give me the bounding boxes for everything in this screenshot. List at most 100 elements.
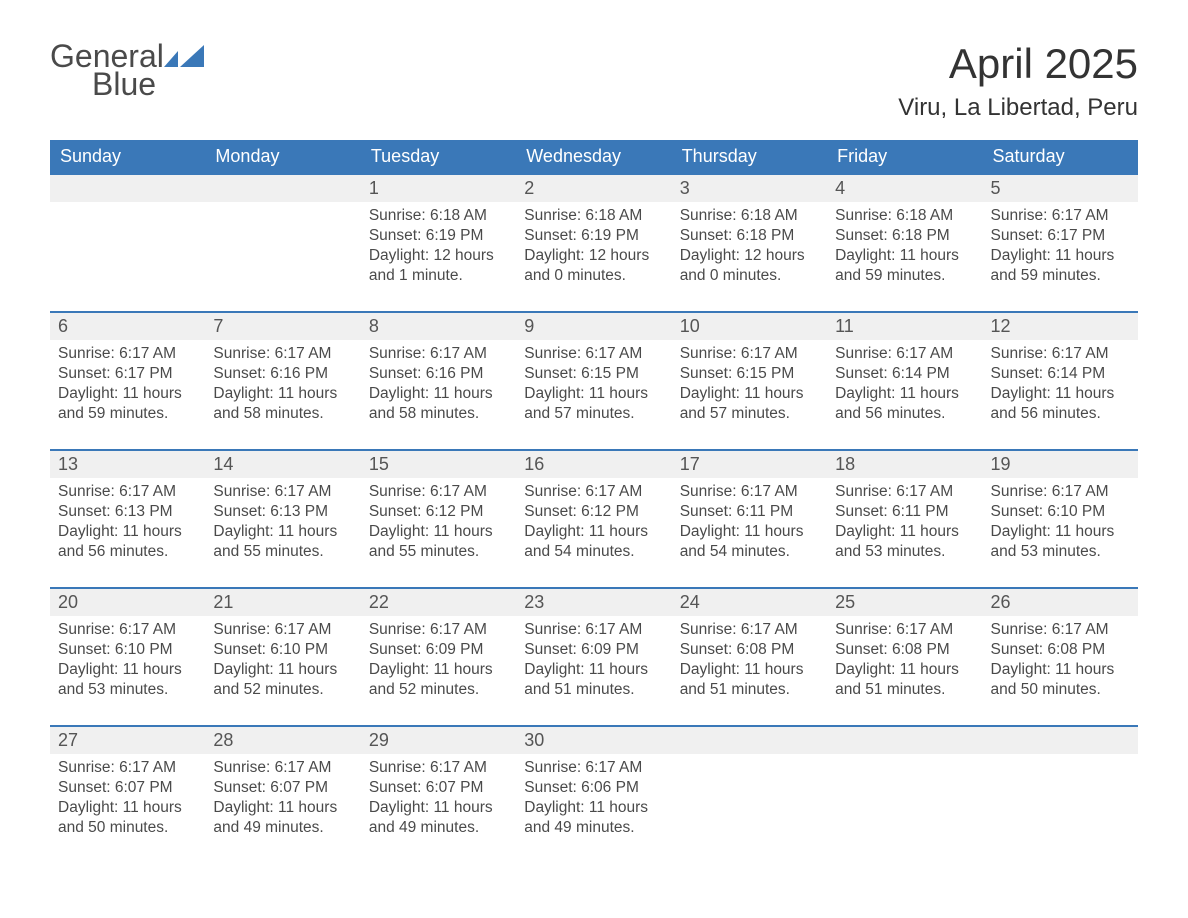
day-number: 18 (827, 449, 982, 478)
day-number: 9 (516, 311, 671, 340)
calendar-day-cell: 26Sunrise: 6:17 AMSunset: 6:08 PMDayligh… (983, 587, 1138, 725)
sunset-text: Sunset: 6:18 PM (680, 226, 819, 246)
daylight-text: Daylight: 12 hours and 0 minutes. (524, 246, 663, 286)
calendar-day-cell (983, 725, 1138, 863)
daylight-text: Daylight: 11 hours and 59 minutes. (58, 384, 197, 424)
weekday-header: Saturday (983, 140, 1138, 173)
sunrise-text: Sunrise: 6:17 AM (369, 620, 508, 640)
sunrise-text: Sunrise: 6:17 AM (213, 482, 352, 502)
sunset-text: Sunset: 6:19 PM (369, 226, 508, 246)
calendar-day-cell: 20Sunrise: 6:17 AMSunset: 6:10 PMDayligh… (50, 587, 205, 725)
weekday-header: Tuesday (361, 140, 516, 173)
daylight-text: Daylight: 11 hours and 50 minutes. (991, 660, 1130, 700)
calendar-day-cell: 21Sunrise: 6:17 AMSunset: 6:10 PMDayligh… (205, 587, 360, 725)
daylight-text: Daylight: 11 hours and 53 minutes. (58, 660, 197, 700)
sunset-text: Sunset: 6:09 PM (524, 640, 663, 660)
day-details: Sunrise: 6:17 AMSunset: 6:06 PMDaylight:… (516, 754, 671, 847)
calendar-day-cell (827, 725, 982, 863)
sunset-text: Sunset: 6:17 PM (58, 364, 197, 384)
day-number: 3 (672, 173, 827, 202)
calendar-day-cell: 6Sunrise: 6:17 AMSunset: 6:17 PMDaylight… (50, 311, 205, 449)
day-number (827, 725, 982, 754)
day-details: Sunrise: 6:17 AMSunset: 6:11 PMDaylight:… (672, 478, 827, 571)
title-block: April 2025 Viru, La Libertad, Peru (898, 40, 1138, 122)
calendar-day-cell: 12Sunrise: 6:17 AMSunset: 6:14 PMDayligh… (983, 311, 1138, 449)
sunset-text: Sunset: 6:11 PM (835, 502, 974, 522)
sunset-text: Sunset: 6:13 PM (213, 502, 352, 522)
day-number: 8 (361, 311, 516, 340)
daylight-text: Daylight: 11 hours and 49 minutes. (369, 798, 508, 838)
calendar-day-cell: 4Sunrise: 6:18 AMSunset: 6:18 PMDaylight… (827, 173, 982, 311)
day-number: 22 (361, 587, 516, 616)
sunset-text: Sunset: 6:07 PM (58, 778, 197, 798)
day-number: 26 (983, 587, 1138, 616)
sunset-text: Sunset: 6:19 PM (524, 226, 663, 246)
sunset-text: Sunset: 6:09 PM (369, 640, 508, 660)
day-details: Sunrise: 6:17 AMSunset: 6:10 PMDaylight:… (983, 478, 1138, 571)
day-details: Sunrise: 6:17 AMSunset: 6:08 PMDaylight:… (983, 616, 1138, 709)
daylight-text: Daylight: 11 hours and 51 minutes. (835, 660, 974, 700)
calendar-day-cell: 23Sunrise: 6:17 AMSunset: 6:09 PMDayligh… (516, 587, 671, 725)
day-number (205, 173, 360, 202)
day-details: Sunrise: 6:17 AMSunset: 6:10 PMDaylight:… (205, 616, 360, 709)
sunrise-text: Sunrise: 6:17 AM (835, 620, 974, 640)
sunset-text: Sunset: 6:16 PM (369, 364, 508, 384)
day-number: 1 (361, 173, 516, 202)
day-details: Sunrise: 6:17 AMSunset: 6:12 PMDaylight:… (516, 478, 671, 571)
calendar-day-cell: 28Sunrise: 6:17 AMSunset: 6:07 PMDayligh… (205, 725, 360, 863)
day-details: Sunrise: 6:17 AMSunset: 6:15 PMDaylight:… (672, 340, 827, 433)
calendar-day-cell: 10Sunrise: 6:17 AMSunset: 6:15 PMDayligh… (672, 311, 827, 449)
sunrise-text: Sunrise: 6:17 AM (835, 344, 974, 364)
calendar-day-cell: 15Sunrise: 6:17 AMSunset: 6:12 PMDayligh… (361, 449, 516, 587)
day-number: 23 (516, 587, 671, 616)
weekday-header-row: Sunday Monday Tuesday Wednesday Thursday… (50, 140, 1138, 173)
sunset-text: Sunset: 6:13 PM (58, 502, 197, 522)
weekday-header: Thursday (672, 140, 827, 173)
day-details: Sunrise: 6:17 AMSunset: 6:17 PMDaylight:… (983, 202, 1138, 295)
day-details: Sunrise: 6:17 AMSunset: 6:07 PMDaylight:… (50, 754, 205, 847)
calendar-day-cell: 11Sunrise: 6:17 AMSunset: 6:14 PMDayligh… (827, 311, 982, 449)
day-details: Sunrise: 6:17 AMSunset: 6:10 PMDaylight:… (50, 616, 205, 709)
sunset-text: Sunset: 6:17 PM (991, 226, 1130, 246)
logo-word-blue: Blue (92, 68, 204, 100)
calendar-day-cell: 13Sunrise: 6:17 AMSunset: 6:13 PMDayligh… (50, 449, 205, 587)
sunrise-text: Sunrise: 6:17 AM (991, 482, 1130, 502)
sunset-text: Sunset: 6:18 PM (835, 226, 974, 246)
sunrise-text: Sunrise: 6:17 AM (58, 482, 197, 502)
calendar-day-cell: 18Sunrise: 6:17 AMSunset: 6:11 PMDayligh… (827, 449, 982, 587)
sunrise-text: Sunrise: 6:17 AM (524, 758, 663, 778)
sunset-text: Sunset: 6:10 PM (213, 640, 352, 660)
day-number: 11 (827, 311, 982, 340)
sunrise-text: Sunrise: 6:17 AM (835, 482, 974, 502)
calendar-week-row: 1Sunrise: 6:18 AMSunset: 6:19 PMDaylight… (50, 173, 1138, 311)
sunrise-text: Sunrise: 6:17 AM (58, 344, 197, 364)
daylight-text: Daylight: 11 hours and 56 minutes. (58, 522, 197, 562)
sunrise-text: Sunrise: 6:17 AM (58, 758, 197, 778)
day-number (672, 725, 827, 754)
day-details: Sunrise: 6:17 AMSunset: 6:12 PMDaylight:… (361, 478, 516, 571)
sunset-text: Sunset: 6:07 PM (213, 778, 352, 798)
daylight-text: Daylight: 11 hours and 49 minutes. (524, 798, 663, 838)
calendar-day-cell: 27Sunrise: 6:17 AMSunset: 6:07 PMDayligh… (50, 725, 205, 863)
sunrise-text: Sunrise: 6:17 AM (991, 206, 1130, 226)
calendar-week-row: 20Sunrise: 6:17 AMSunset: 6:10 PMDayligh… (50, 587, 1138, 725)
day-number: 24 (672, 587, 827, 616)
logo-flag-icon (164, 45, 204, 67)
daylight-text: Daylight: 12 hours and 1 minute. (369, 246, 508, 286)
sunrise-text: Sunrise: 6:17 AM (213, 620, 352, 640)
day-details: Sunrise: 6:17 AMSunset: 6:11 PMDaylight:… (827, 478, 982, 571)
sunset-text: Sunset: 6:08 PM (680, 640, 819, 660)
calendar-day-cell: 3Sunrise: 6:18 AMSunset: 6:18 PMDaylight… (672, 173, 827, 311)
day-details: Sunrise: 6:17 AMSunset: 6:16 PMDaylight:… (361, 340, 516, 433)
daylight-text: Daylight: 11 hours and 51 minutes. (524, 660, 663, 700)
daylight-text: Daylight: 11 hours and 57 minutes. (524, 384, 663, 424)
calendar-day-cell: 14Sunrise: 6:17 AMSunset: 6:13 PMDayligh… (205, 449, 360, 587)
sunrise-text: Sunrise: 6:17 AM (369, 482, 508, 502)
daylight-text: Daylight: 11 hours and 53 minutes. (835, 522, 974, 562)
sunset-text: Sunset: 6:10 PM (991, 502, 1130, 522)
calendar-day-cell: 24Sunrise: 6:17 AMSunset: 6:08 PMDayligh… (672, 587, 827, 725)
daylight-text: Daylight: 11 hours and 54 minutes. (680, 522, 819, 562)
calendar-day-cell: 9Sunrise: 6:17 AMSunset: 6:15 PMDaylight… (516, 311, 671, 449)
daylight-text: Daylight: 11 hours and 50 minutes. (58, 798, 197, 838)
calendar-week-row: 27Sunrise: 6:17 AMSunset: 6:07 PMDayligh… (50, 725, 1138, 863)
